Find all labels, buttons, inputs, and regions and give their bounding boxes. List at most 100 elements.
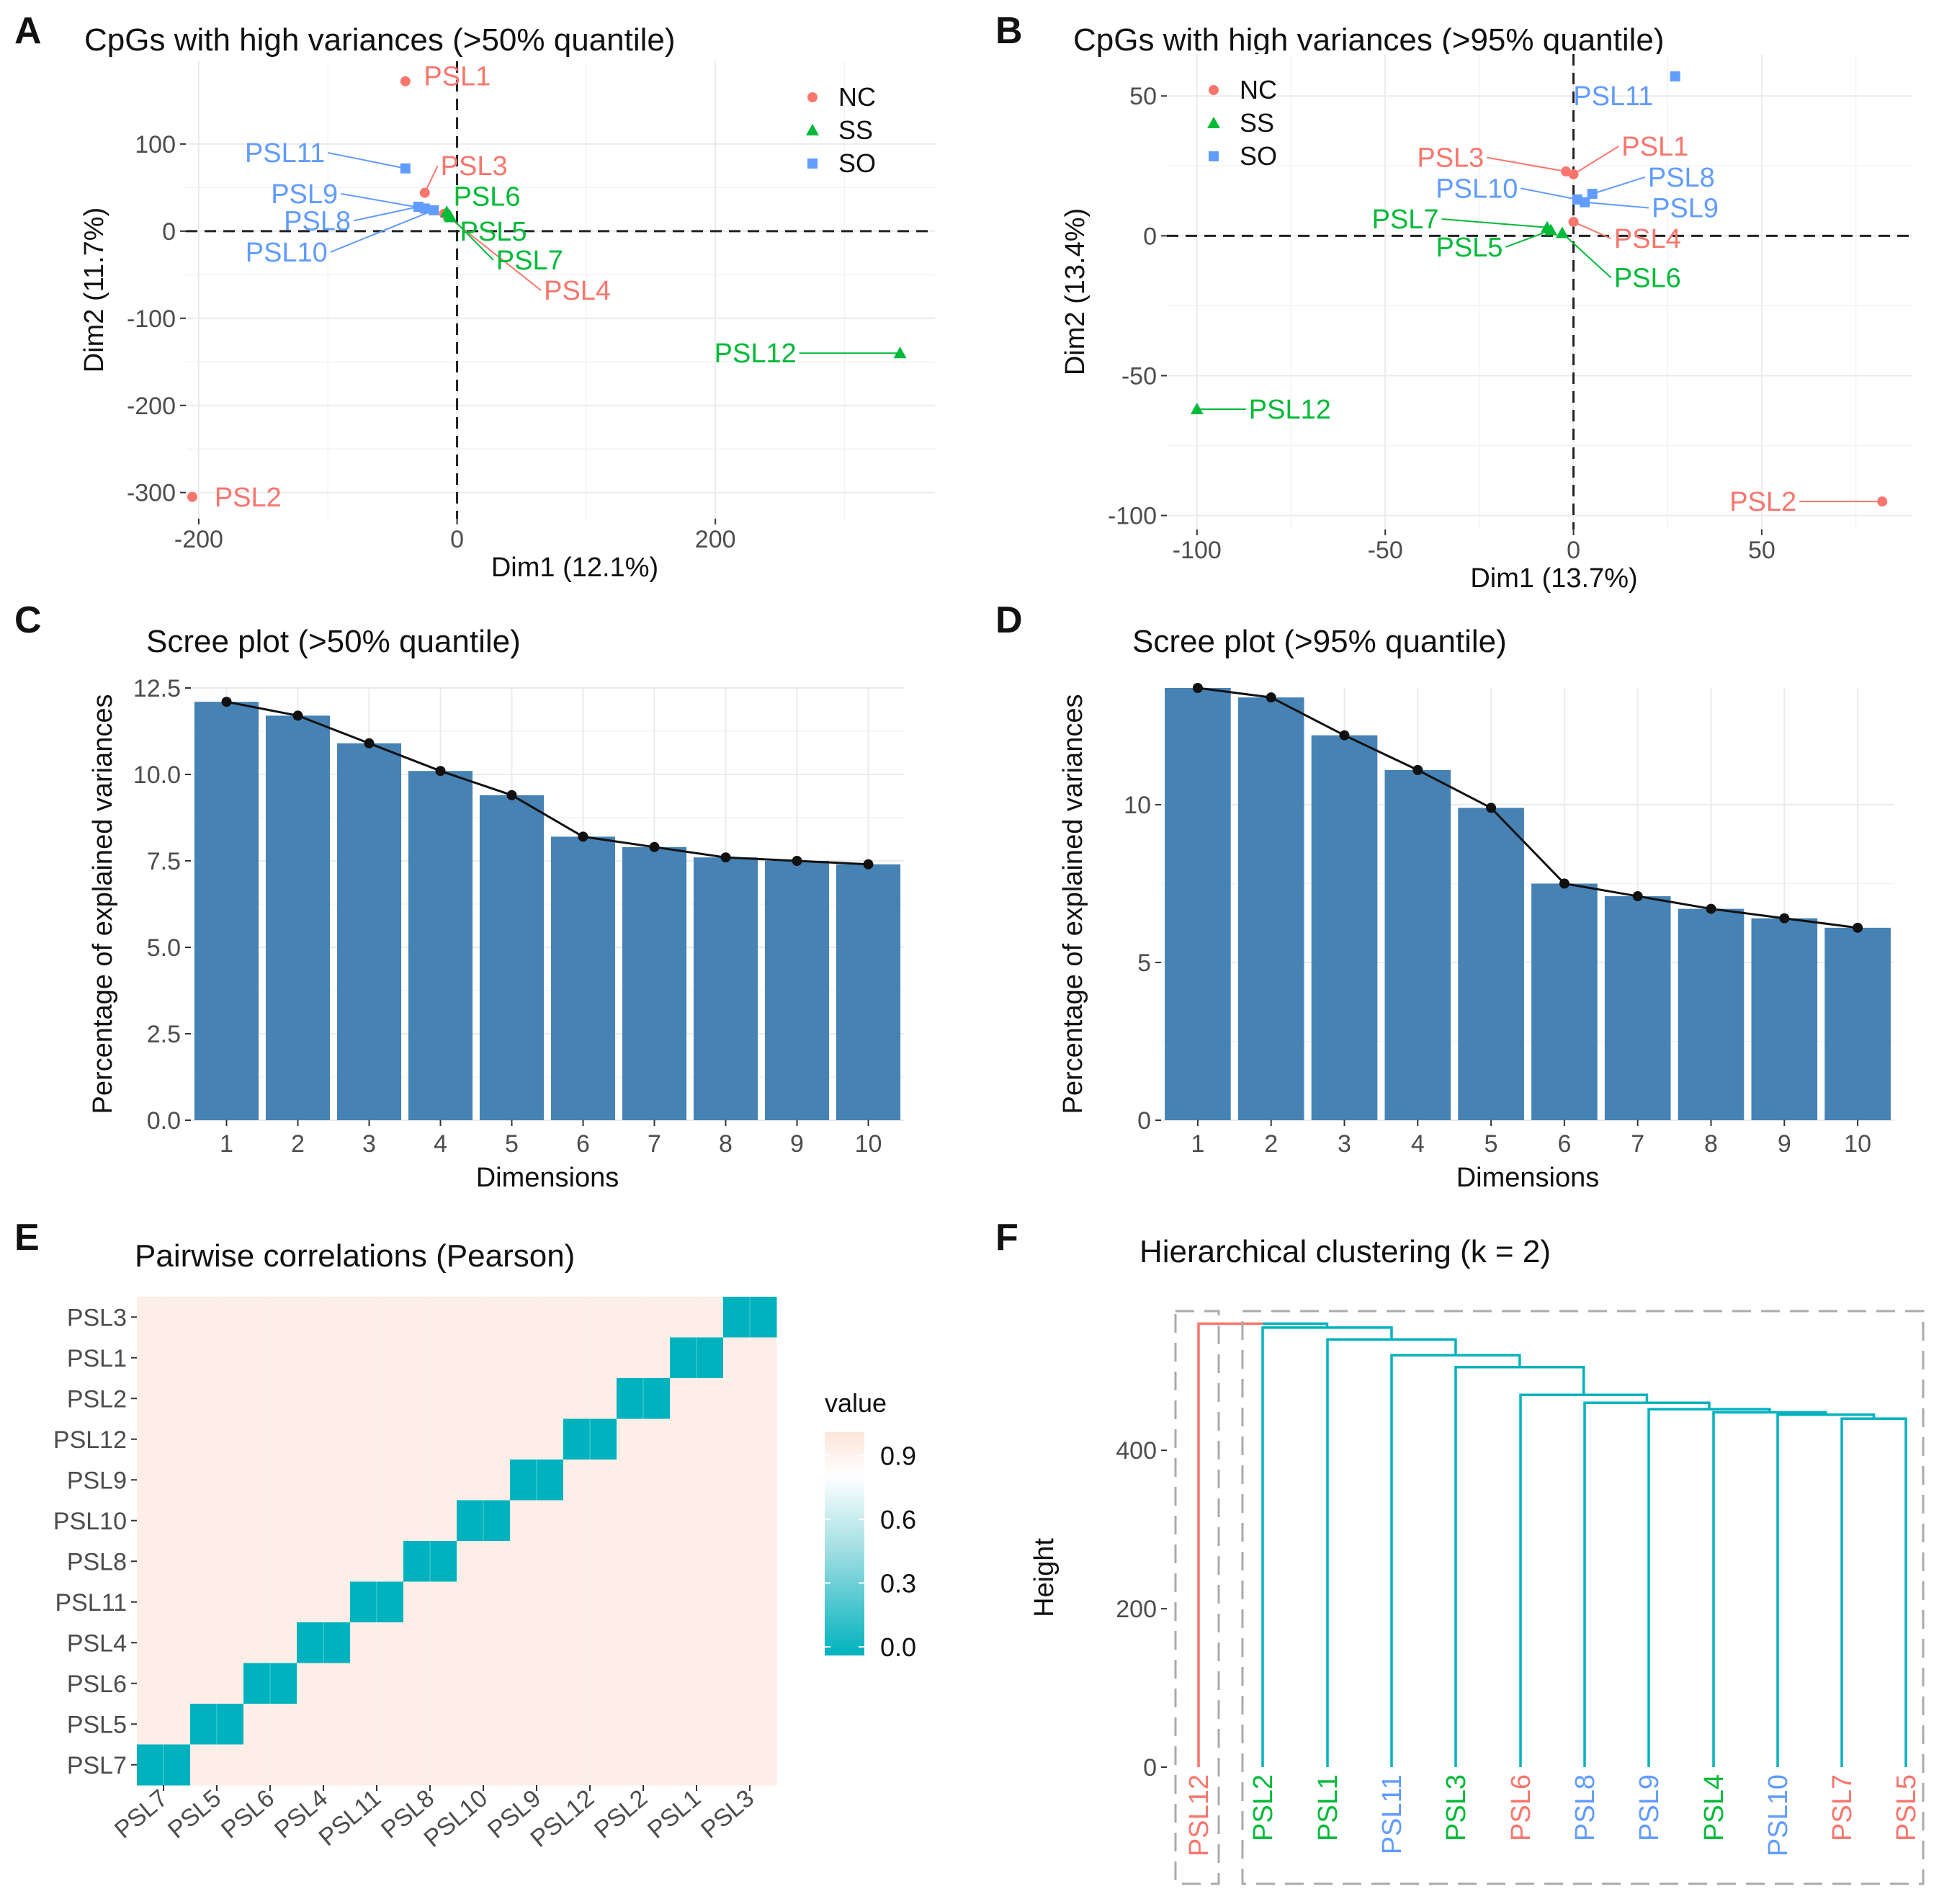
scree-point-1 [221, 697, 232, 707]
y-tick-label: 10 [1124, 792, 1151, 819]
heatmap-cell [297, 1337, 351, 1379]
heatmap-cell [137, 1378, 191, 1419]
heatmap-cell [510, 1418, 564, 1460]
point-label: PSL7 [496, 246, 563, 276]
heatmap-cell [617, 1500, 671, 1542]
heatmap-cell [510, 1704, 564, 1745]
heatmap-cell [403, 1460, 457, 1501]
heatmap-cell [723, 1500, 777, 1542]
point-label: PSL5 [460, 217, 527, 247]
y-tick-label: -100 [127, 305, 176, 333]
legend-key-nc [807, 92, 818, 102]
heatmap-cell [243, 1378, 297, 1419]
dendrogram-branch [1647, 1408, 1771, 1767]
point-connector [340, 192, 425, 210]
heatmap-cell [297, 1418, 351, 1460]
heatmap-cell [723, 1581, 777, 1623]
heatmap-cell [457, 1704, 511, 1745]
point-psl3 [1561, 166, 1572, 177]
heatmap-cell [243, 1541, 297, 1582]
heatmap-cell [670, 1418, 724, 1460]
heatmap-cell [243, 1297, 297, 1338]
bar-dim-8 [693, 857, 758, 1120]
heatmap-cell [670, 1704, 724, 1745]
x-tick-label: 7 [1631, 1130, 1644, 1158]
x-tick-label: 9 [1778, 1130, 1791, 1158]
bar-dim-3 [1311, 735, 1378, 1120]
bar-dim-4 [408, 771, 473, 1120]
heatmap-cell-diagonal [617, 1378, 671, 1419]
point-connector [449, 215, 494, 261]
heatmap-cell [190, 1337, 244, 1379]
leaf-label: PSL12 [1184, 1774, 1214, 1856]
heatmap-cell [457, 1378, 511, 1419]
point-label: PSL1 [1621, 132, 1688, 162]
bar-dim-5 [1458, 808, 1524, 1120]
scree-point-5 [506, 790, 517, 800]
heatmap-cell [243, 1418, 297, 1460]
x-tick-label: 1 [1191, 1130, 1204, 1158]
heatmap-cell [670, 1297, 724, 1338]
heatmap-cell [563, 1704, 617, 1745]
heatmap-cell [190, 1622, 244, 1663]
heatmap-cell [403, 1297, 457, 1338]
y-tick-label: 12.5 [133, 675, 181, 702]
x-tick-label: 0 [450, 526, 464, 553]
x-tick-label: 3 [362, 1130, 376, 1158]
scree-point-7 [649, 841, 660, 852]
heatmap-cell [617, 1704, 671, 1745]
heatmap-cell [457, 1581, 511, 1623]
heatmap-cell [137, 1704, 191, 1745]
y-tick-label: 10.0 [133, 761, 181, 789]
point-label: PSL8 [284, 206, 351, 236]
heatmap-cell-diagonal [723, 1297, 777, 1338]
heatmap-cell [137, 1581, 191, 1623]
bar-dim-3 [336, 743, 402, 1120]
bar-dim-7 [622, 846, 687, 1120]
x-tick-label: 200 [695, 526, 736, 553]
leaf-label: PSL2 [1248, 1774, 1279, 1841]
legend-label: SS [1240, 108, 1274, 138]
heatmap-cell [190, 1663, 244, 1704]
heatmap-cell [190, 1744, 244, 1786]
heatmap-cell [403, 1704, 457, 1745]
point-label: PSL12 [715, 339, 797, 369]
heatmap-cell [190, 1500, 244, 1542]
heatmap-cell [617, 1663, 671, 1704]
bar-dim-6 [550, 836, 616, 1120]
y-tick-label: -100 [1108, 503, 1157, 530]
leaf-label: PSL1 [1313, 1774, 1343, 1841]
heatmap-cell [510, 1581, 564, 1623]
heatmap-cell [563, 1500, 617, 1542]
heatmap-cell-diagonal [243, 1663, 297, 1704]
point-label: PSL8 [1648, 163, 1715, 193]
row-label: PSL6 [67, 1671, 127, 1698]
point-psl11 [1670, 71, 1680, 82]
y-axis-title: Percentage of explained variances [88, 694, 118, 1114]
x-tick-label: 0 [1567, 537, 1580, 564]
heatmap-cell [510, 1297, 564, 1338]
scree-point-8 [720, 852, 731, 863]
cluster-box-1 [1174, 1310, 1220, 1885]
scree-point-5 [1486, 803, 1497, 813]
dendrogram-branch [1326, 1338, 1457, 1767]
panel-title: CpGs with high variances (>50% quantile) [84, 22, 676, 58]
heatmap-cell-diagonal [510, 1460, 564, 1501]
heatmap-cell-diagonal [563, 1418, 617, 1460]
panel-b: B CpGs with high variances (>95% quantile… [995, 10, 1912, 594]
heatmap-cell [403, 1418, 457, 1460]
y-tick-label: 0 [1143, 223, 1157, 250]
legend-label: SO [838, 148, 876, 178]
point-psl3 [419, 187, 430, 198]
heatmap-cell [563, 1378, 617, 1419]
bar-dim-10 [836, 864, 901, 1120]
heatmap-cell [350, 1500, 404, 1542]
heatmap-cell [243, 1337, 297, 1379]
heatmap-cell [137, 1460, 191, 1501]
panel-a: A CpGs with high variances (>50% quantile… [14, 10, 935, 583]
heatmap-cell [617, 1337, 671, 1379]
scree-line [1197, 687, 1858, 929]
bar-dim-10 [1824, 927, 1891, 1120]
heatmap-cell-diagonal [137, 1744, 191, 1786]
